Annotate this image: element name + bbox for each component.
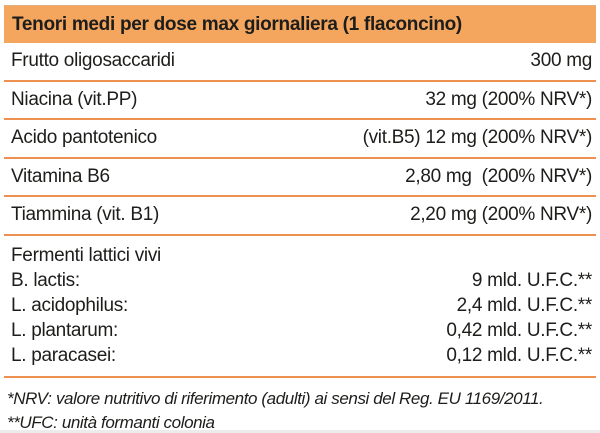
- ferments-group-title: Fermenti lattici vivi: [11, 244, 161, 266]
- nutrient-name: Niacina (vit.PP): [11, 88, 138, 110]
- ferment-value: 0,42 mld. U.F.C.**: [446, 319, 592, 341]
- footnote-nrv: *NRV: valore nutritivo di riferimento (a…: [7, 388, 544, 408]
- footnote-ufc: **UFC: unità formanti colonia: [7, 413, 215, 432]
- nutrient-value: (vit.B5) 12 mg (200% NRV*): [362, 127, 593, 149]
- nutrient-row: Acido pantotenico (vit.B5) 12 mg (200% N…: [4, 120, 596, 159]
- table-header: Tenori medi per dose max giornaliera (1 …: [4, 5, 596, 43]
- nutrient-row: Niacina (vit.PP) 32 mg (200% NRV*): [4, 82, 596, 120]
- ferment-value: 9 mld. U.F.C.**: [471, 269, 592, 291]
- ferment-name: B. lactis:: [11, 269, 80, 291]
- ferments-group: Fermenti lattici vivi B. lactis: 9 mld. …: [4, 236, 596, 378]
- nutrient-row: Frutto oligosaccaridi 300 mg: [4, 43, 596, 82]
- table-header-title: Tenori medi per dose max giornaliera (1 …: [12, 13, 462, 35]
- ferment-row: L. paracasei: 0,12 mld. U.F.C.**: [11, 343, 592, 368]
- ferment-value: 2,4 mld. U.F.C.**: [456, 294, 593, 316]
- ferment-row: L. plantarum: 0,42 mld. U.F.C.**: [11, 318, 592, 343]
- ferment-name: L. acidophilus:: [11, 294, 128, 316]
- nutrient-name: Acido pantotenico: [11, 127, 157, 149]
- footnotes: *NRV: valore nutritivo di riferimento (a…: [0, 378, 600, 433]
- nutrient-name: Tiammina (vit. B1): [11, 204, 160, 226]
- label-bottom-edge: [0, 430, 600, 433]
- nutrient-value: 2,20 mg (200% NRV*): [410, 204, 592, 226]
- nutrient-value: 2,80 mg (200% NRV*): [405, 165, 592, 187]
- nutrient-row: Vitamina B6 2,80 mg (200% NRV*): [4, 159, 596, 197]
- nutrient-value: 32 mg (200% NRV*): [425, 88, 592, 110]
- nutrient-value: 300 mg: [530, 50, 592, 72]
- ferment-value: 0,12 mld. U.F.C.**: [446, 344, 592, 366]
- nutrient-name: Vitamina B6: [11, 165, 110, 187]
- ferment-row: L. acidophilus: 2,4 mld. U.F.C.**: [11, 293, 592, 318]
- nutrient-row: Tiammina (vit. B1) 2,20 mg (200% NRV*): [4, 197, 596, 236]
- nutrient-name: Frutto oligosaccaridi: [11, 50, 175, 72]
- ferment-row: B. lactis: 9 mld. U.F.C.**: [11, 268, 592, 293]
- nutrient-table: Frutto oligosaccaridi 300 mg Niacina (vi…: [4, 43, 596, 378]
- ferment-name: L. plantarum:: [11, 319, 118, 341]
- ferments-group-title-line: Fermenti lattici vivi: [11, 243, 592, 268]
- ferment-name: L. paracasei:: [11, 344, 116, 366]
